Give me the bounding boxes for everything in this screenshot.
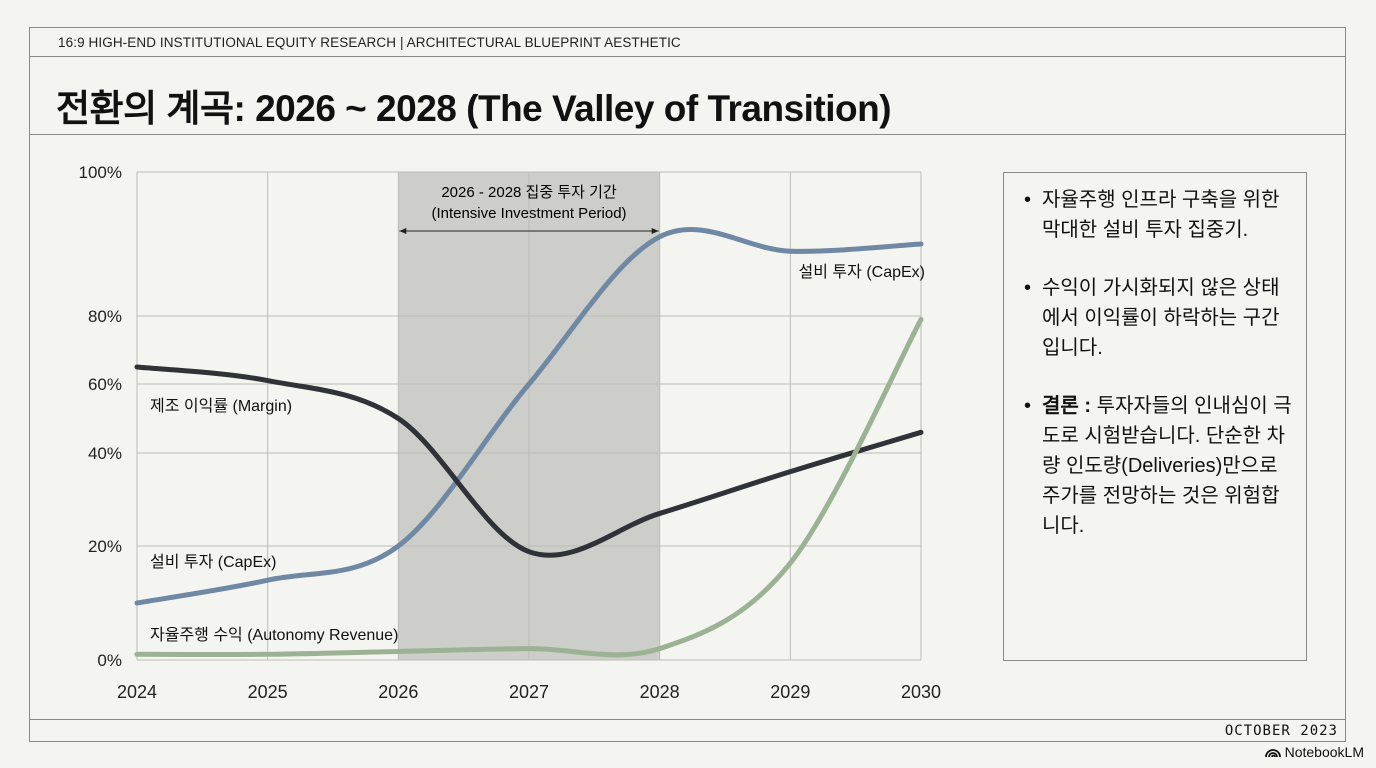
bullet-item: 자율주행 인프라 구축을 위한 막대한 설비 투자 집중기.: [1024, 185, 1292, 245]
bullet-item: 결론 : 투자자들의 인내심이 극도로 시험받습니다. 단순한 차량 인도량(D…: [1024, 391, 1292, 541]
y-tick-label: 80%: [88, 307, 122, 326]
slide-frame: [29, 27, 1346, 742]
page-title: 전환의 계곡: 2026 ~ 2028 (The Valley of Trans…: [56, 88, 892, 129]
series-label-capex: 설비 투자 (CapEx): [150, 553, 276, 571]
insight-panel: 자율주행 인프라 구축을 위한 막대한 설비 투자 집중기. 수익이 가시화되지…: [1003, 172, 1307, 661]
x-tick-label: 2026: [378, 682, 418, 702]
footer-date: OCTOBER 2023: [1224, 723, 1338, 739]
series-line-autonomy: [134, 316, 924, 658]
bullet-item: 수익이 가시화되지 않은 상태에서 이익률이 하락하는 구간입니다.: [1024, 273, 1292, 363]
x-tick-label: 2025: [248, 682, 288, 702]
y-tick-label: 60%: [88, 375, 122, 394]
series-end-label-capex: 설비 투자 (CapEx): [799, 263, 925, 281]
brand-name: NotebookLM: [1284, 744, 1364, 760]
annotation-line-1: 2026 - 2028 집중 투자 기간: [441, 184, 617, 201]
y-tick-label: 100%: [79, 163, 122, 182]
divider: [29, 56, 1346, 57]
annotation-line-2: (Intensive Investment Period): [431, 205, 626, 222]
series-line-capex: [134, 227, 924, 606]
series-label-autonomy: 자율주행 수익 (Autonomy Revenue): [150, 626, 398, 644]
x-tick-label: 2030: [901, 682, 941, 702]
divider: [29, 134, 1346, 135]
x-tick-label: 2028: [640, 682, 680, 702]
series-line-margin: [134, 364, 924, 558]
notebooklm-logo-icon: [1264, 749, 1281, 758]
y-tick-label: 0%: [97, 651, 122, 670]
x-tick-label: 2024: [117, 682, 157, 702]
x-tick-label: 2027: [509, 682, 549, 702]
series-label-margin: 제조 이익률 (Margin): [150, 397, 292, 415]
y-tick-label: 40%: [88, 444, 122, 463]
slide-kicker: 16:9 HIGH-END INSTITUTIONAL EQUITY RESEA…: [58, 35, 681, 50]
x-tick-label: 2029: [770, 682, 810, 702]
divider: [29, 719, 1346, 720]
y-tick-label: 20%: [88, 537, 122, 556]
brand: NotebookLM: [1264, 744, 1364, 760]
